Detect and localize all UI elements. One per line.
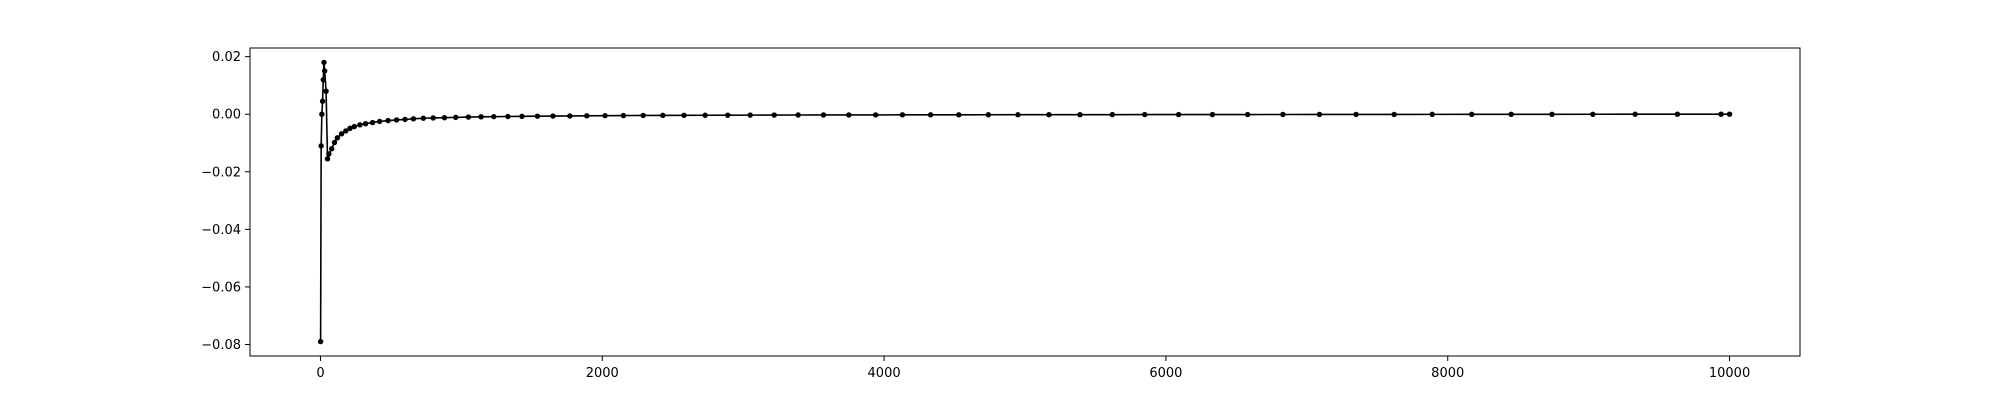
data-point [369,119,376,126]
data-point [430,115,436,121]
data-point [1209,111,1216,118]
y-tick-label: −0.02 [201,165,241,180]
data-point [321,59,327,66]
data-point [1674,111,1681,117]
data-point [1632,111,1638,117]
data-point [393,117,400,123]
x-tick-label: 4000 [868,366,901,381]
data-point [640,112,646,119]
data-point [420,115,427,121]
data-point [376,118,383,125]
data-point [491,113,497,120]
data-point [441,114,448,121]
data-point [321,68,328,74]
data-point [505,113,511,120]
series-layer [317,59,1733,345]
data-point [402,116,408,123]
data-point [347,125,353,132]
data-point [927,112,934,118]
data-point [1549,111,1555,117]
y-axis: 0.02 0.00 −0.02 −0.04 −0.06 −0.08 [201,50,250,353]
data-point [1142,111,1148,118]
data-point [318,143,324,149]
data-point [584,113,590,119]
data-point [329,146,335,152]
data-point [1244,111,1251,118]
data-point [351,123,357,130]
data-point [385,117,391,124]
y-tick-label: −0.06 [201,280,241,295]
data-point [326,151,332,157]
data-point [795,112,801,118]
data-point [747,112,753,118]
data-point [1429,111,1435,118]
data-point [319,111,325,117]
x-tick-label: 8000 [1431,366,1464,381]
data-point [1726,111,1733,117]
data-point [317,338,324,345]
data-point [465,114,472,120]
data-point [343,128,349,134]
data-point [319,98,326,104]
data-point [899,112,906,118]
data-point [681,112,687,118]
data-point [1280,111,1286,118]
data-point [1508,111,1514,118]
data-point [338,131,345,137]
series-line [319,61,1730,342]
x-tick-label: 0 [316,366,324,381]
data-point [320,76,326,83]
data-point [820,112,827,118]
x-axis: 0 2000 4000 6000 8000 10000 [316,356,1750,381]
y-tick-label: −0.04 [201,223,241,238]
y-tick-label: 0.02 [212,50,241,65]
data-point [1316,111,1323,118]
data-point [771,112,777,118]
data-point [1109,111,1116,118]
data-point [519,113,525,120]
data-point [1590,111,1596,117]
data-point [453,114,459,121]
data-point [357,122,363,128]
data-point [1718,111,1724,117]
data-point [1468,111,1475,118]
data-point [724,112,731,118]
data-point [324,156,331,162]
data-point [702,112,708,118]
data-point [1015,112,1021,118]
y-tick-label: 0.00 [212,108,241,123]
data-point [1391,111,1397,118]
plot-area-frame [249,47,1801,357]
data-point [567,113,573,119]
data-point [323,88,329,94]
data-point [872,112,879,118]
data-point [331,139,338,146]
data-point [1353,111,1359,118]
data-point [602,112,608,119]
data-point [410,116,417,122]
data-point [334,135,341,141]
x-tick-label: 10000 [1709,366,1750,381]
data-point [1046,111,1052,118]
data-point [1175,111,1182,118]
data-point [362,121,369,127]
data-point [985,112,992,118]
x-tick-label: 6000 [1149,366,1182,381]
data-point [846,112,852,118]
data-point [620,112,627,119]
data-point [550,113,556,119]
data-point [478,114,484,120]
data-point [660,112,666,119]
data-point [534,113,541,119]
data-point [1077,111,1083,118]
x-tick-label: 2000 [586,366,619,381]
data-point [956,112,962,118]
y-tick-label: −0.08 [201,338,241,353]
